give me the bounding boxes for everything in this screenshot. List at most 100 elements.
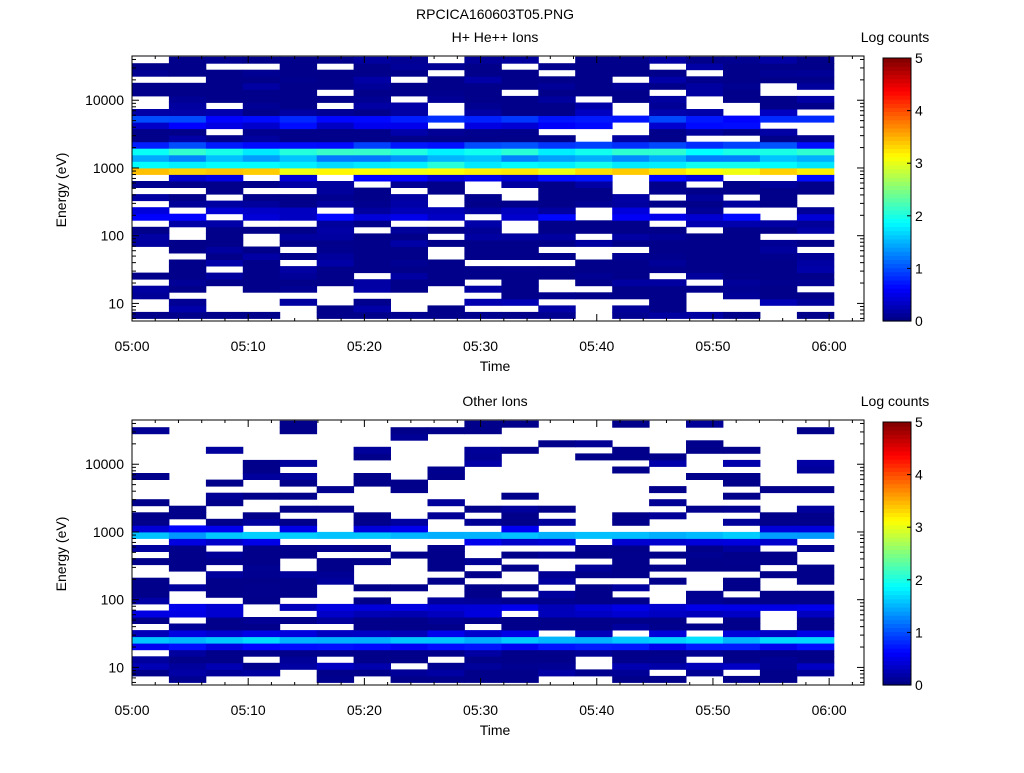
colorbar-segment [883, 316, 911, 322]
heatmap-cell [464, 89, 502, 97]
heatmap-cell [796, 590, 835, 598]
heatmap-cell [132, 636, 170, 644]
heatmap-cell [464, 128, 502, 136]
colorbar-segment [883, 528, 911, 534]
heatmap-cell [575, 187, 613, 195]
heatmap-cell [168, 512, 207, 520]
heatmap-cell [279, 253, 318, 260]
heatmap-cell [464, 427, 502, 435]
heatmap-cell [575, 643, 613, 651]
heatmap-cell [538, 102, 576, 110]
heatmap-cell [132, 656, 170, 664]
heatmap-cell [501, 207, 539, 215]
heatmap-cell [501, 584, 539, 592]
heatmap-cell [796, 512, 835, 520]
heatmap-cell [427, 603, 465, 611]
heatmap-cell [168, 564, 207, 572]
heatmap-cell [612, 610, 650, 618]
heatmap-cell [796, 518, 835, 526]
heatmap-cell [759, 220, 798, 228]
heatmap-cell [132, 226, 170, 234]
heatmap-cell [390, 649, 428, 657]
colorbar-segment [883, 201, 911, 207]
heatmap-cell [464, 662, 502, 670]
heatmap-cell [686, 161, 724, 169]
heatmap-cell [796, 643, 835, 651]
heatmap-cell [649, 649, 687, 657]
heatmap-cell [168, 194, 207, 202]
heatmap-cell [279, 617, 318, 624]
heatmap-cell [723, 551, 761, 559]
heatmap-cell [796, 610, 835, 618]
heatmap-cell [205, 226, 244, 234]
heatmap-cell [205, 584, 244, 592]
colorbar-segment [883, 512, 911, 518]
heatmap-cell [427, 466, 465, 474]
heatmap-cell [242, 279, 281, 287]
heatmap-cell [390, 479, 428, 487]
heatmap-cell [205, 82, 244, 90]
heatmap-cell [205, 200, 244, 208]
heatmap-cell [538, 617, 576, 624]
heatmap-cell [205, 603, 244, 611]
heatmap-cell [759, 102, 798, 110]
heatmap-cell [132, 154, 170, 162]
heatmap-cell [501, 623, 539, 631]
heatmap-cell [759, 603, 798, 611]
heatmap-cell [390, 531, 428, 539]
heatmap-cell [242, 584, 281, 592]
heatmap-cell [538, 95, 576, 103]
colorbar-tick-label: 5 [915, 414, 923, 430]
heatmap-cell [132, 285, 170, 293]
heatmap-cell [612, 279, 650, 287]
heatmap-cell [759, 95, 798, 103]
heatmap-cell [427, 76, 465, 84]
colorbar-segment [883, 111, 911, 117]
heatmap-cell [723, 617, 761, 624]
heatmap-cell [316, 272, 355, 280]
heatmap-cell [575, 571, 613, 579]
heatmap-cell [132, 181, 170, 188]
heatmap-cell [464, 161, 502, 169]
heatmap-cell [649, 564, 687, 572]
y-tick-label: 10 [108, 295, 124, 311]
heatmap-cell [168, 531, 207, 539]
heatmap-cell [612, 603, 650, 611]
heatmap-cell [501, 141, 539, 149]
heatmap-cell [464, 82, 502, 90]
heatmap-cell [723, 148, 761, 156]
colorbar-segment [883, 582, 911, 587]
heatmap-cell [501, 603, 539, 611]
heatmap-cell [723, 272, 761, 280]
heatmap-cell [759, 161, 798, 169]
heatmap-cell [796, 427, 835, 435]
colorbar-segment [883, 119, 911, 125]
heatmap-cell [390, 272, 428, 280]
y-ticks: 10 100 1000 10000 [85, 58, 864, 319]
heatmap-cell [316, 246, 355, 254]
heatmap-cell [205, 246, 244, 254]
heatmap-cell [242, 285, 281, 293]
heatmap-cell [612, 311, 650, 319]
y-tick-label: 1000 [93, 524, 124, 540]
heatmap-cell [353, 617, 391, 624]
heatmap-cell [612, 253, 650, 260]
heatmap-cell [612, 512, 650, 520]
heatmap-cell [353, 279, 391, 287]
heatmap-cell [575, 76, 613, 84]
heatmap-cell [723, 662, 761, 670]
heatmap-cell [759, 571, 798, 579]
colorbar-segment [883, 267, 911, 273]
heatmap-cell [390, 486, 428, 494]
x-axis-label: Time [480, 722, 511, 738]
colorbar-segment [883, 549, 911, 555]
heatmap-cell [538, 305, 576, 313]
heatmap-cell [353, 154, 391, 162]
heatmap-cell [168, 610, 207, 618]
colorbar-segment [883, 619, 911, 624]
heatmap-cell [575, 167, 613, 175]
heatmap-cell [279, 102, 318, 110]
heatmap-cell [132, 167, 170, 175]
heatmap-cell [464, 643, 502, 651]
heatmap-cell [538, 272, 576, 280]
